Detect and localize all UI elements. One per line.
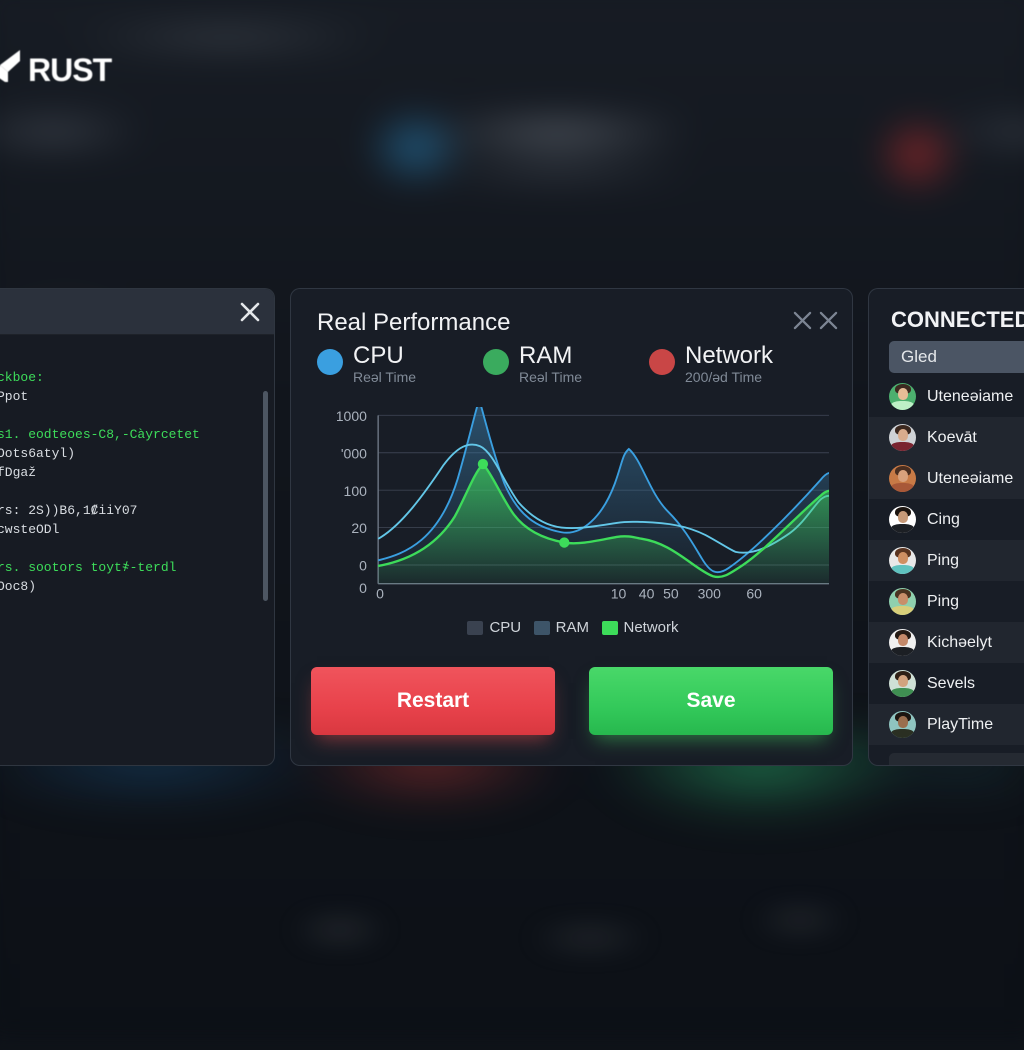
svg-text:60: 60	[746, 586, 762, 602]
svg-text:RUST: RUST	[28, 52, 113, 82]
svg-text:100: 100	[344, 483, 368, 499]
svg-text:10: 10	[611, 586, 627, 602]
svg-text:0: 0	[359, 580, 367, 596]
svg-text:0: 0	[376, 586, 384, 602]
svg-text:300: 300	[698, 586, 722, 602]
svg-text:'000: '000	[341, 445, 367, 461]
svg-text:40: 40	[639, 586, 655, 602]
svg-text:20: 20	[351, 520, 367, 536]
svg-text:0: 0	[359, 558, 367, 574]
svg-text:50: 50	[663, 586, 679, 602]
svg-text:1000: 1000	[337, 408, 367, 424]
